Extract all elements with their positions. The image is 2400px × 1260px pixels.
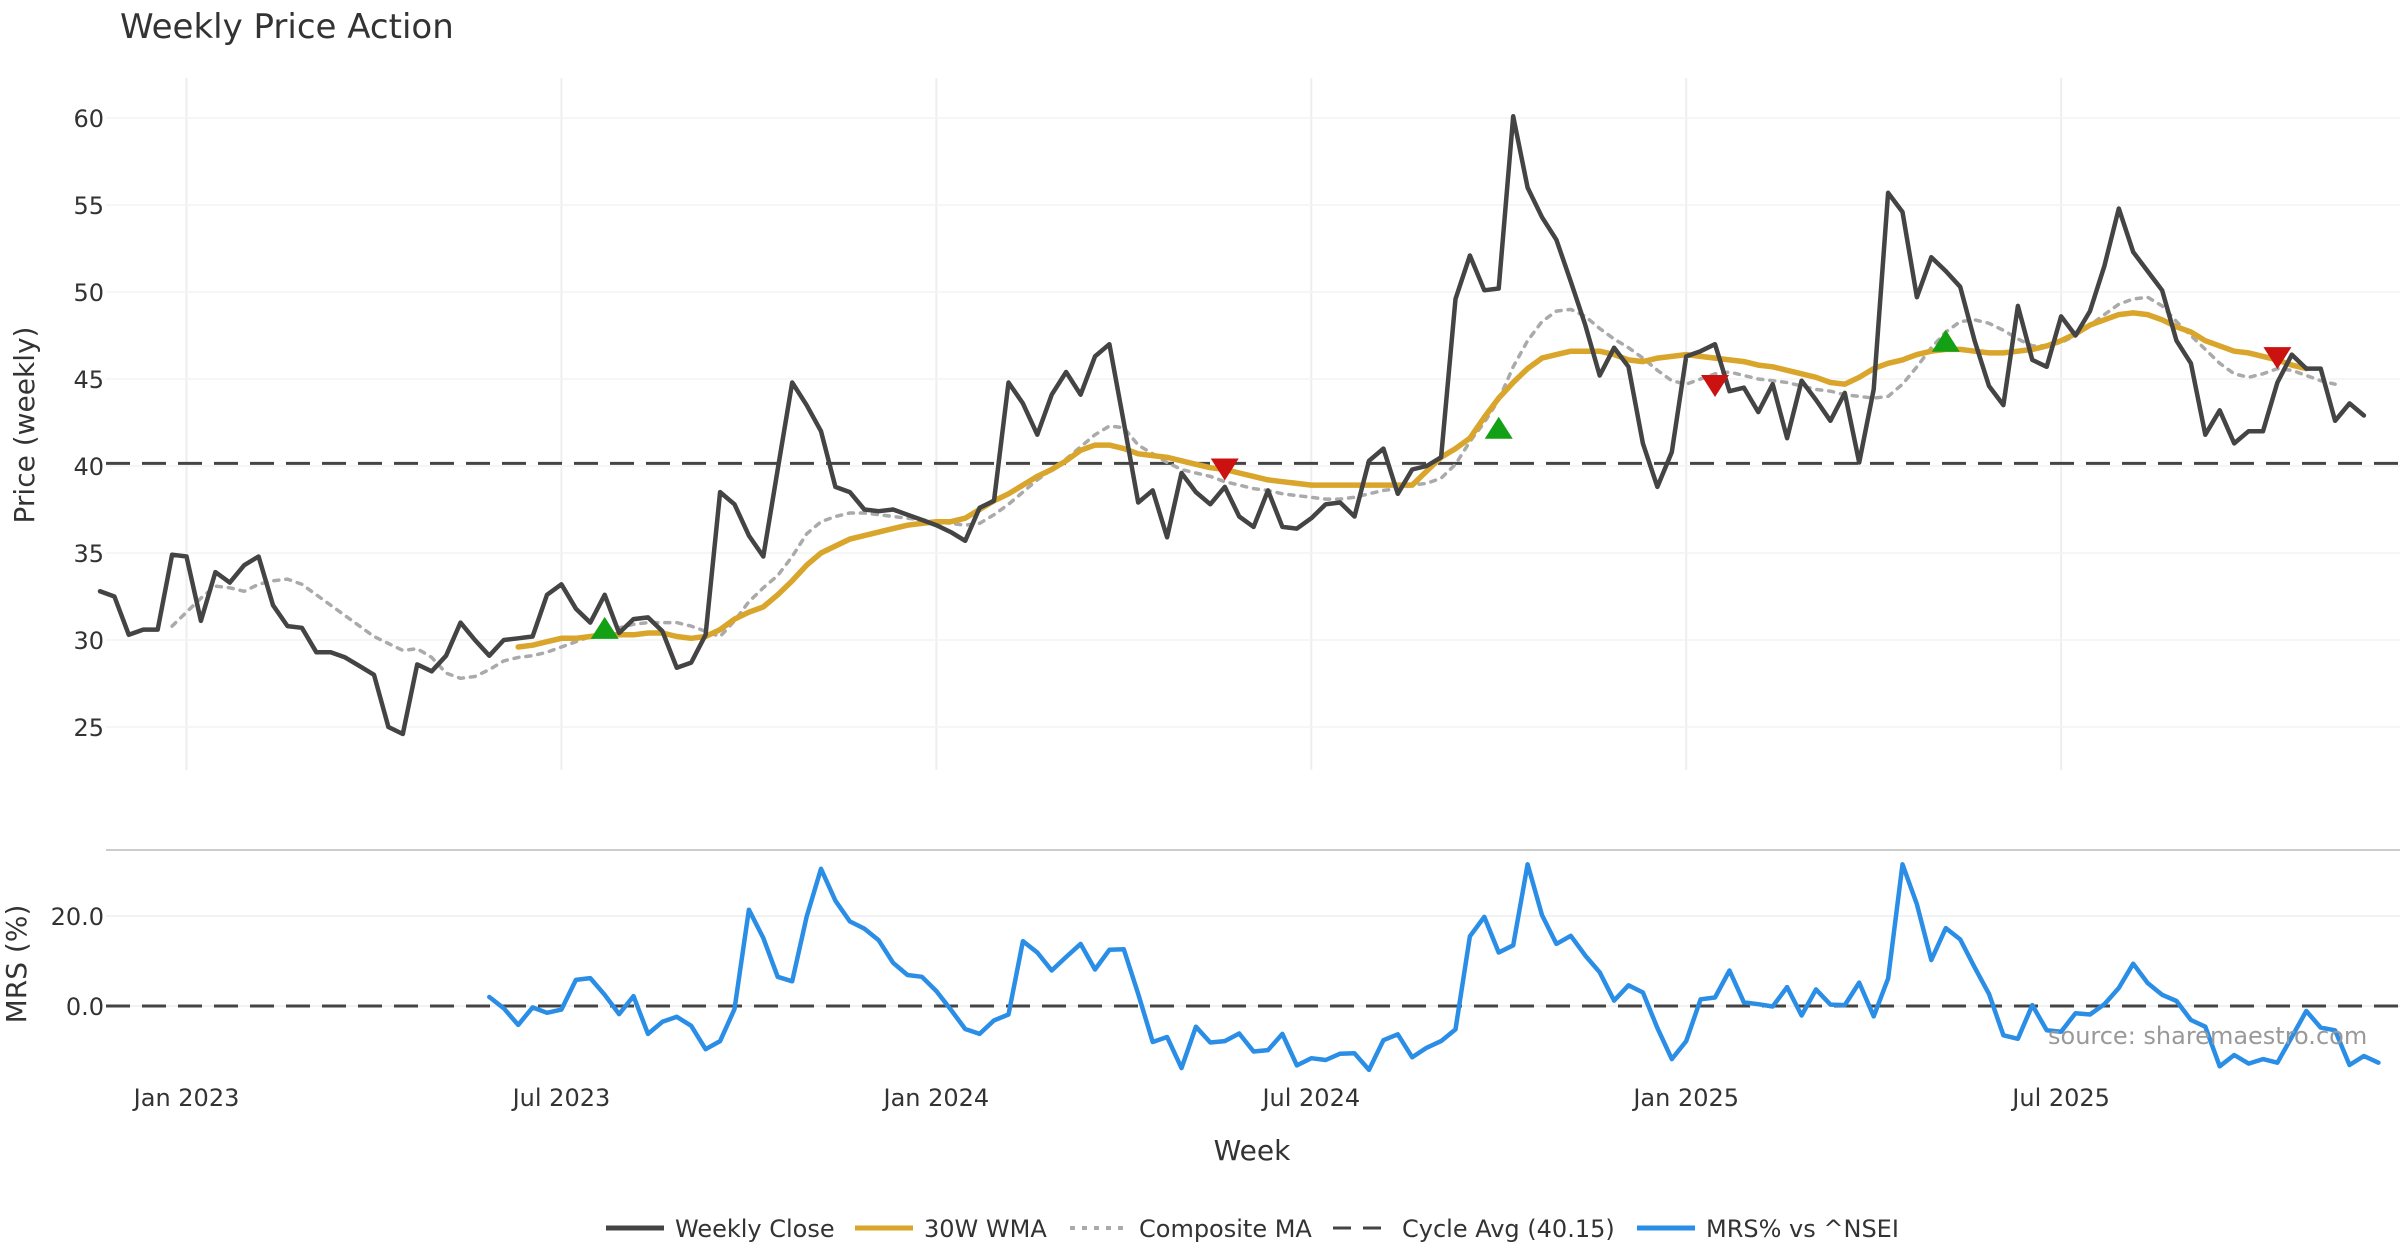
series-composite-ma <box>170 295 2337 681</box>
x-axis-label: Week <box>1214 1134 1291 1167</box>
legend-label-mrs: MRS% vs ^NSEI <box>1706 1215 1899 1243</box>
price-y-tick-25: 25 <box>73 714 104 742</box>
series-30w-wma <box>515 310 2310 650</box>
legend-label-weekly-close: Weekly Close <box>675 1215 835 1243</box>
mrs-y-tick-0.0: 0.0 <box>66 993 104 1021</box>
price-y-tick-40: 40 <box>73 453 104 481</box>
x-tick-jan-2025: Jan 2025 <box>1631 1084 1739 1112</box>
horizontal-grid <box>106 117 2400 728</box>
price-y-ticks: 25 30 35 40 45 50 55 60 <box>73 105 104 742</box>
sell-signal-2 <box>2263 347 2292 370</box>
legend-label-30w-wma: 30W WMA <box>924 1215 1047 1243</box>
x-tick-jul-2024: Jul 2024 <box>1260 1084 1360 1112</box>
price-series-group <box>97 114 2367 737</box>
buy-signal-0 <box>590 616 619 639</box>
price-y-tick-50: 50 <box>73 279 104 307</box>
series-mrs-vs-nsei <box>487 862 2381 1073</box>
legend: Weekly Close 30W WMA Composite MA Cycle … <box>606 1215 1899 1243</box>
signal-markers <box>590 329 2292 639</box>
mrs-y-ticks: 0.0 20.0 <box>51 903 104 1021</box>
series-weekly-close <box>97 114 2367 737</box>
vertical-grid <box>185 78 2063 770</box>
mrs-horizontal-grid <box>106 915 2400 1007</box>
x-ticks: Jan 2023 Jul 2023 Jan 2024 Jul 2024 Jan 2025… <box>132 1084 2110 1112</box>
source-text: source: sharemaestro.com <box>2048 1022 2367 1050</box>
price-y-tick-55: 55 <box>73 192 104 220</box>
x-tick-jul-2023: Jul 2023 <box>511 1084 611 1112</box>
x-tick-jan-2024: Jan 2024 <box>882 1084 990 1112</box>
mrs-series-group <box>487 862 2381 1073</box>
legend-label-cycle-avg: Cycle Avg (40.15) <box>1402 1215 1615 1243</box>
mrs-axis-label: MRS (%) <box>0 905 33 1024</box>
price-y-tick-45: 45 <box>73 366 104 394</box>
price-y-tick-30: 30 <box>73 627 104 655</box>
chart-title: Weekly Price Action <box>120 7 454 47</box>
mrs-y-tick-20.0: 20.0 <box>51 903 104 931</box>
legend-label-composite-ma: Composite MA <box>1139 1215 1312 1243</box>
buy-signal-2 <box>1931 329 1960 352</box>
price-y-tick-60: 60 <box>73 105 104 133</box>
sell-signal-1 <box>1701 374 1730 397</box>
sell-signal-0 <box>1210 458 1239 481</box>
price-y-tick-35: 35 <box>73 540 104 568</box>
price-axis-label: Price (weekly) <box>8 327 41 524</box>
x-tick-jul-2025: Jul 2025 <box>2010 1084 2110 1112</box>
x-tick-jan-2023: Jan 2023 <box>132 1084 240 1112</box>
buy-signal-1 <box>1484 416 1513 439</box>
